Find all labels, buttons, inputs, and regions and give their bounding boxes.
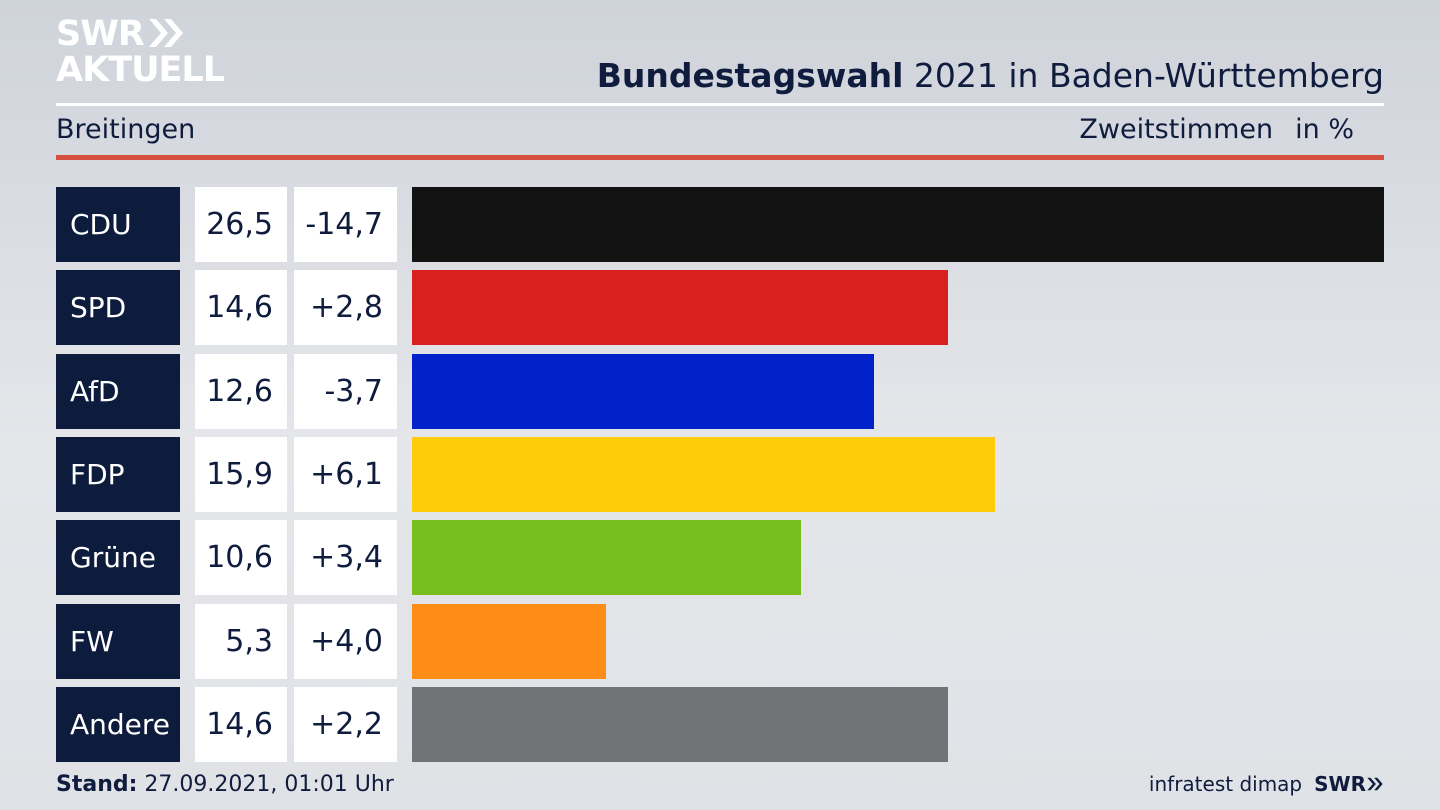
- vote-share-value: 15,9: [195, 436, 287, 512]
- party-label: AfD: [56, 353, 180, 429]
- swr-footer-logo: SWR: [1314, 772, 1384, 796]
- chart-row: AfD 12,6 -3,7: [56, 353, 1384, 429]
- measure-label: Zweitstimmen in %: [1079, 114, 1354, 145]
- swr-aktuell-logo: SWR AKTUELL: [56, 16, 226, 92]
- double-chevron-right-icon: [1367, 777, 1383, 791]
- source-label: infratest dimap: [1148, 772, 1303, 796]
- party-label: CDU: [56, 187, 180, 262]
- party-label: FW: [56, 603, 180, 679]
- result-bar: [412, 603, 606, 679]
- location-label: Breitingen: [56, 114, 196, 145]
- double-chevron-right-icon: [148, 19, 183, 47]
- change-value: +4,0: [294, 603, 397, 679]
- change-value: -14,7: [294, 187, 397, 262]
- title-bold: Bundestagswahl: [596, 56, 904, 95]
- change-value: +6,1: [294, 436, 397, 512]
- stand-value: 27.09.2021, 01:01 Uhr: [137, 772, 394, 797]
- logo-line-2: AKTUELL: [56, 50, 225, 90]
- source-credit: infratest dimap SWR: [1149, 772, 1384, 796]
- measure-name: Zweitstimmen: [1079, 114, 1274, 145]
- change-value: -3,7: [294, 353, 397, 429]
- vote-share-value: 5,3: [195, 603, 287, 679]
- result-bar: [412, 270, 948, 346]
- party-label: Grüne: [56, 520, 180, 596]
- chart-row: Andere 14,6 +2,2: [56, 686, 1384, 762]
- party-label: Andere: [56, 686, 180, 762]
- chart-row: CDU 26,5 -14,7: [56, 187, 1384, 262]
- vote-share-value: 10,6: [195, 520, 287, 596]
- unit-label: in %: [1295, 114, 1354, 145]
- party-label: FDP: [56, 436, 180, 512]
- result-bar: [412, 187, 1384, 262]
- result-bar: [412, 353, 874, 429]
- result-bar: [412, 436, 995, 512]
- page-title: Bundestagswahl 2021 in Baden-Württemberg: [597, 56, 1384, 95]
- result-bar: [412, 520, 801, 596]
- stand-label: Stand:: [56, 772, 138, 797]
- chart-row: FDP 15,9 +6,1: [56, 436, 1384, 512]
- change-value: +2,8: [294, 270, 397, 346]
- chart-row: SPD 14,6 +2,8: [56, 270, 1384, 346]
- header-divider: [56, 103, 1384, 106]
- chart-row: Grüne 10,6 +3,4: [56, 520, 1384, 596]
- timestamp: Stand: 27.09.2021, 01:01 Uhr: [56, 772, 394, 797]
- logo-line-1: SWR: [56, 16, 226, 52]
- party-label: SPD: [56, 270, 180, 346]
- vote-share-value: 14,6: [195, 270, 287, 346]
- change-value: +3,4: [294, 520, 397, 596]
- vote-share-value: 14,6: [195, 686, 287, 762]
- vote-share-value: 26,5: [195, 187, 287, 262]
- result-bar: [412, 686, 948, 762]
- vote-share-value: 12,6: [195, 353, 287, 429]
- title-rest: 2021 in Baden-Württemberg: [903, 56, 1384, 95]
- chart-row: FW 5,3 +4,0: [56, 603, 1384, 679]
- change-value: +2,2: [294, 686, 397, 762]
- accent-divider: [56, 155, 1384, 160]
